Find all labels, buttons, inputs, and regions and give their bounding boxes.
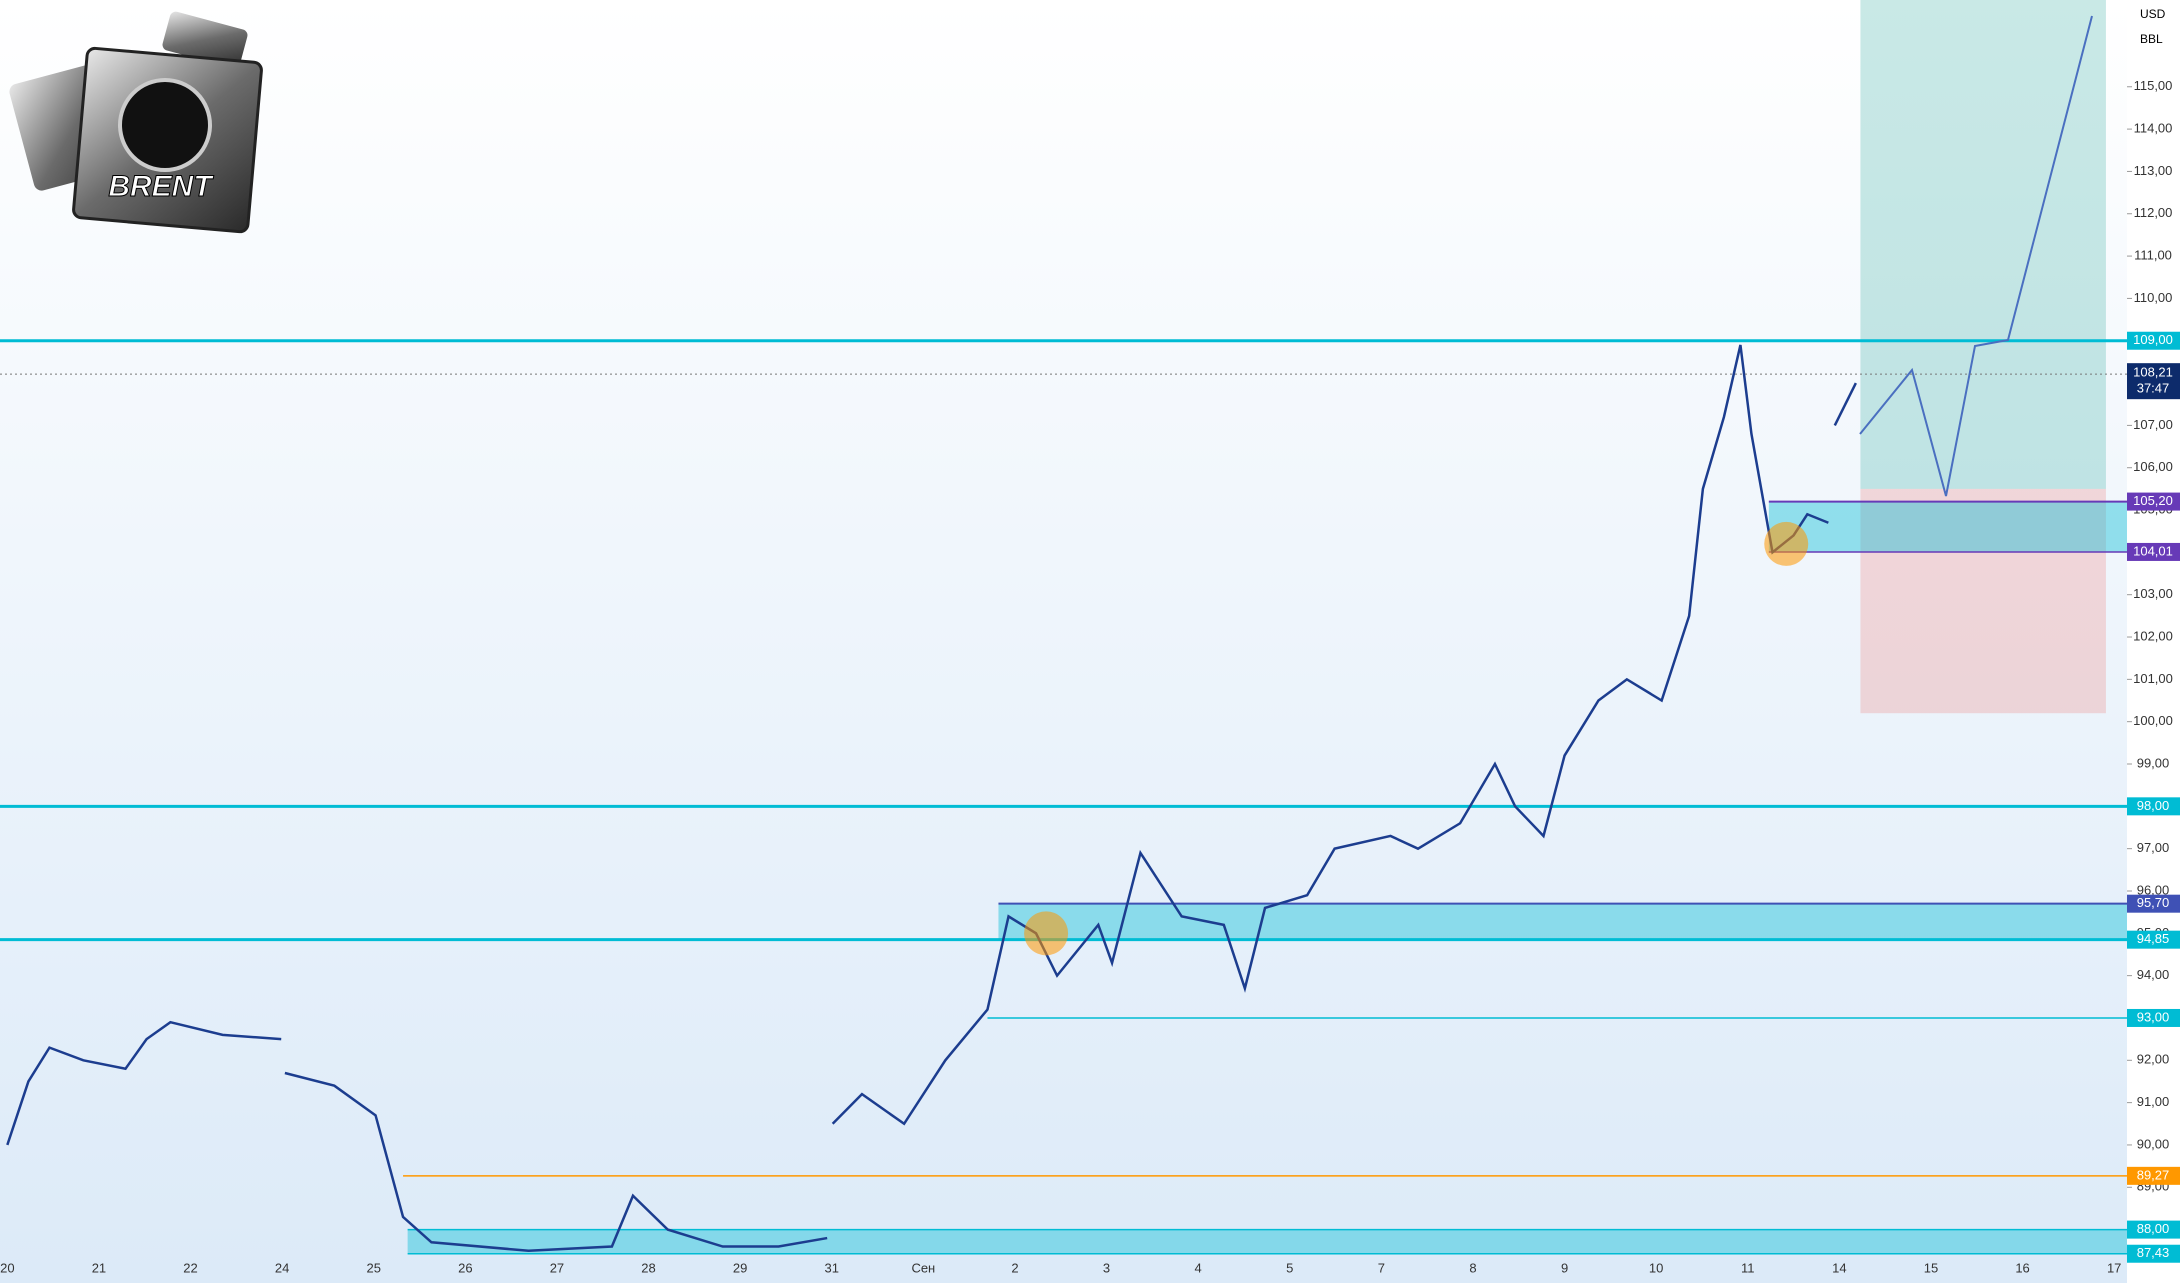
logo-drop [118,78,212,172]
stop-zone [1860,488,2106,714]
y-tick-label: 96,00 [2137,882,2170,897]
level-badge [2127,1166,2180,1185]
price-line [6,1020,282,1146]
level-badge [2127,1220,2180,1239]
y-tick-label: 112,00 [2134,205,2173,220]
y-tick-label: 110,00 [2134,290,2173,305]
unit: BBL [2140,32,2163,46]
level-badge [2127,894,2180,913]
x-tick-label: Сен [911,1260,935,1275]
logo-back [162,11,248,69]
level-label: 87,43 [2137,1245,2170,1260]
price-badge [2127,363,2180,400]
y-tick-label: 113,00 [2134,163,2173,178]
y-tick-label: 106,00 [2133,459,2173,474]
projection [1859,15,2093,497]
y-tick-label: 90,00 [2137,1136,2170,1151]
level-label: 88,00 [2137,1221,2170,1236]
level-label: 95,70 [2137,895,2170,910]
highlight [1024,911,1069,956]
x-tick-label: 11 [1741,1260,1755,1275]
price-line [284,1071,828,1253]
x-tick-label: 29 [733,1260,747,1275]
y-tick-label: 99,00 [2137,755,2170,770]
level-badge [2127,930,2180,949]
level-label: 94,85 [2137,931,2170,946]
x-tick-label: 16 [2015,1260,2029,1275]
logo: BRENT [9,11,263,234]
price-line [1833,382,1857,426]
level-label: 109,00 [2133,332,2173,347]
price-timer: 37:47 [2137,381,2170,396]
y-tick-label: 114,00 [2134,121,2173,136]
x-tick-label: 21 [92,1260,106,1275]
x-tick-label: 31 [825,1260,839,1275]
level-label: 89,27 [2137,1167,2170,1182]
x-tick-label: 8 [1469,1260,1476,1275]
plot [0,0,2128,1255]
x-tick-label: 24 [275,1260,289,1275]
zone [1768,501,2127,552]
x-tick-label: 7 [1378,1260,1385,1275]
y-tick-label: 101,00 [2133,671,2173,686]
x-tick-label: 26 [458,1260,472,1275]
target-zone [1860,0,2106,489]
x-tick-label: 25 [367,1260,381,1275]
y-tick-label: 91,00 [2137,1094,2170,1109]
x-tick-label: 22 [183,1260,197,1275]
x-tick-label: 3 [1103,1260,1110,1275]
y-tick-label: 100,00 [2133,713,2173,728]
x-tick-label: 14 [1832,1260,1846,1275]
y-tick-label: 107,00 [2133,417,2173,432]
price-axis [2127,0,2180,1283]
level-label: 93,00 [2137,1009,2170,1024]
x-tick-label: 17 [2107,1260,2121,1275]
level-badge [2127,797,2180,816]
y-tick-label: 92,00 [2137,1052,2170,1067]
x-tick-label: 9 [1561,1260,1568,1275]
x-tick-label: 5 [1286,1260,1293,1275]
highlight [1764,521,1809,566]
x-tick-label: 20 [0,1260,14,1275]
x-tick-label: 2 [1011,1260,1018,1275]
currency: USD [2140,7,2166,21]
y-tick-label: 111,00 [2134,248,2172,263]
x-tick-label: 4 [1195,1260,1202,1275]
logo-text: BRENT [108,170,214,203]
level-badge [2127,331,2180,350]
y-tick-label: 102,00 [2133,628,2173,643]
zone [998,903,2127,940]
price-label: 108,21 [2133,365,2173,380]
y-tick-label: 103,00 [2133,586,2173,601]
x-tick-label: 27 [550,1260,564,1275]
level-badge [2127,1244,2180,1263]
level-badge [2127,542,2180,561]
zone [407,1229,2128,1254]
y-tick-label: 94,00 [2137,967,2170,982]
x-tick-label: 10 [1649,1260,1663,1275]
level-label: 98,00 [2137,798,2170,813]
level-label: 105,20 [2133,493,2173,508]
level-badge [2127,1008,2180,1027]
x-tick-label: 15 [1924,1260,1938,1275]
x-tick-label: 28 [641,1260,655,1275]
level-badge [2127,492,2180,511]
y-tick-label: 97,00 [2137,840,2170,855]
y-tick-label: 115,00 [2134,78,2173,93]
level-label: 104,01 [2133,543,2173,558]
